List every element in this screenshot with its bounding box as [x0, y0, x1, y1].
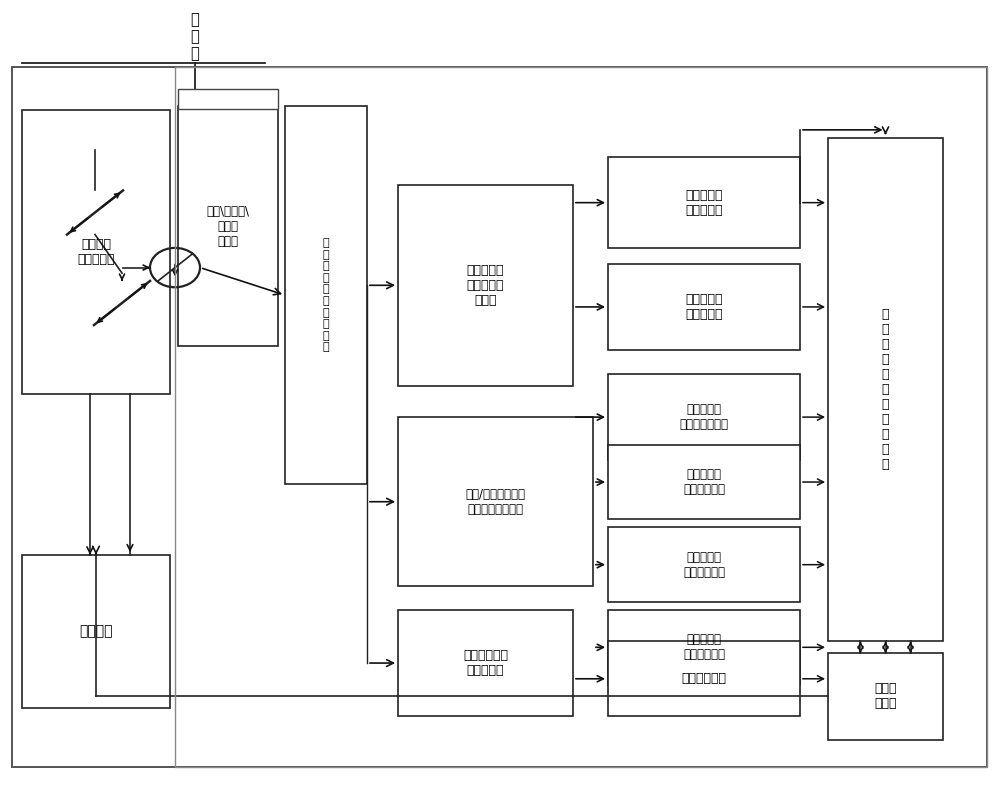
- Text: 伺服系统: 伺服系统: [79, 625, 113, 638]
- Bar: [178, 106, 278, 346]
- Bar: [12, 67, 987, 767]
- Bar: [22, 555, 170, 708]
- Text: 伺服控
制模块: 伺服控 制模块: [874, 682, 897, 711]
- Text: 可见/近红外成像成
谱光学子系统模块: 可见/近红外成像成 谱光学子系统模块: [466, 488, 526, 515]
- Text: 紫外测谱单元: 紫外测谱单元: [682, 672, 726, 685]
- Text: 红外非成像
宽光谱测谱单元: 红外非成像 宽光谱测谱单元: [680, 403, 728, 431]
- Text: 共
口
径
主
光
学
系
统
模
块: 共 口 径 主 光 学 系 统 模 块: [323, 238, 329, 353]
- Text: 可见近红外
光谱测谱单元: 可见近红外 光谱测谱单元: [683, 634, 725, 661]
- Bar: [398, 417, 593, 586]
- Text: 红外成像成
谱光学子系
统模块: 红外成像成 谱光学子系 统模块: [467, 264, 504, 307]
- Bar: [608, 527, 800, 602]
- Text: 入
射
光: 入 射 光: [191, 12, 199, 61]
- Text: 多
模
态
协
同
信
息
处
理
模
块: 多 模 态 协 同 信 息 处 理 模 块: [882, 308, 889, 471]
- Bar: [608, 445, 800, 519]
- Bar: [12, 67, 987, 767]
- Text: 中波红外中
视场探测器: 中波红外中 视场探测器: [685, 293, 723, 321]
- Bar: [608, 264, 800, 350]
- Bar: [608, 157, 800, 248]
- Bar: [828, 138, 943, 641]
- Text: 紫外成谱光学
子系统模块: 紫外成谱光学 子系统模块: [463, 649, 508, 677]
- Bar: [178, 89, 278, 109]
- Text: 中波红外大
视场探测器: 中波红外大 视场探测器: [685, 189, 723, 216]
- Bar: [398, 185, 573, 386]
- Text: 大视场二
维扫描转镜: 大视场二 维扫描转镜: [77, 238, 115, 266]
- Bar: [608, 610, 800, 685]
- Bar: [175, 67, 987, 767]
- Bar: [398, 610, 573, 716]
- Text: 可见近红外
中视场探测器: 可见近红外 中视场探测器: [683, 551, 725, 578]
- Bar: [828, 653, 943, 740]
- Bar: [22, 110, 170, 394]
- Bar: [285, 106, 367, 484]
- Text: 紫外\可见光\
红外光
学窗口: 紫外\可见光\ 红外光 学窗口: [206, 205, 249, 248]
- Bar: [608, 374, 800, 460]
- Bar: [608, 641, 800, 716]
- Bar: [175, 67, 987, 767]
- Text: 可见近红外
大视场探测器: 可见近红外 大视场探测器: [683, 468, 725, 496]
